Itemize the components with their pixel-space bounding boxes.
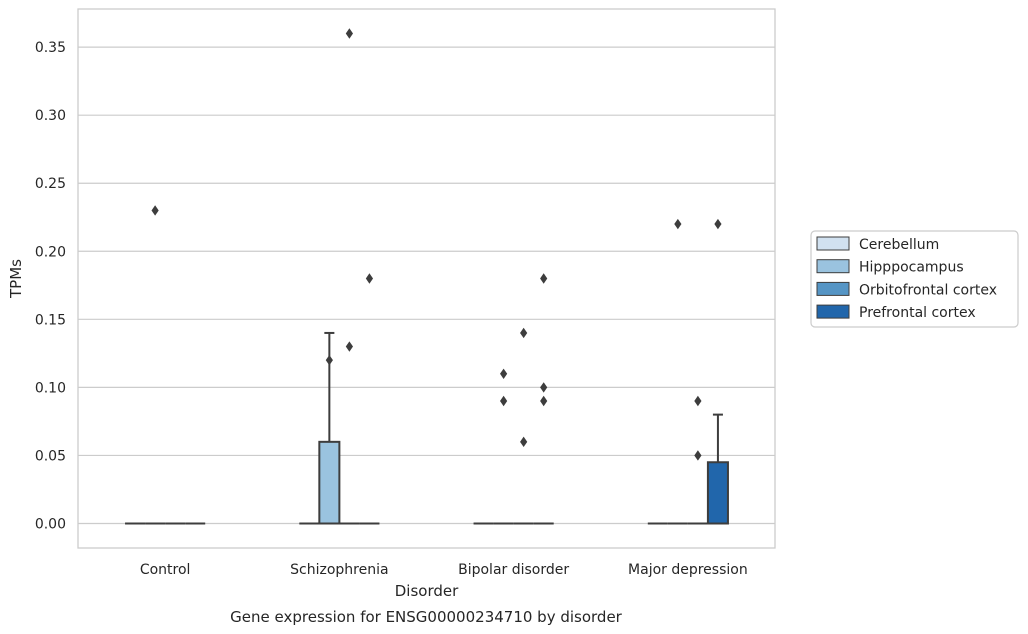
legend-label: Cerebellum xyxy=(859,237,939,253)
x-axis-label: Disorder xyxy=(395,582,459,600)
legend-label: Prefrontal cortex xyxy=(859,305,976,321)
box-iqr xyxy=(318,440,341,525)
legend-frame xyxy=(810,230,1019,328)
gridlines xyxy=(78,46,775,525)
box-plot-marks xyxy=(125,28,729,525)
outlier-point xyxy=(520,436,528,448)
outlier-point xyxy=(365,273,374,284)
box-plot-box xyxy=(706,218,729,525)
box-plot-box xyxy=(318,331,341,525)
outlier-point xyxy=(694,395,702,407)
outlier-point xyxy=(714,218,722,230)
y-tick-label: 0.35 xyxy=(35,40,66,56)
box-plot-box xyxy=(667,218,688,525)
outlier-point xyxy=(345,341,353,352)
outlier-point xyxy=(500,368,508,379)
outlier-point xyxy=(520,327,528,339)
y-tick-label: 0.05 xyxy=(35,448,66,464)
legend-swatch xyxy=(816,259,850,274)
outlier-point xyxy=(540,273,548,284)
outlier-point xyxy=(151,205,159,216)
box-plot-box xyxy=(687,395,708,525)
outlier-point xyxy=(325,354,333,366)
y-tick-label: 0.20 xyxy=(35,244,66,260)
outlier-point xyxy=(540,382,548,393)
x-tick-label: Schizophrenia xyxy=(290,562,388,578)
outlier-point xyxy=(694,450,702,461)
y-axis-label: TPMs xyxy=(7,259,25,299)
outlier-point xyxy=(500,395,508,407)
outlier-point xyxy=(674,218,682,230)
box-plot-box xyxy=(339,28,360,525)
box-plot-box xyxy=(145,205,166,525)
y-tick-label: 0.30 xyxy=(35,108,66,124)
box-plot-box xyxy=(359,273,380,525)
box-plot-box xyxy=(513,327,534,525)
y-tick-label: 0.25 xyxy=(35,176,66,192)
x-tick-label: Bipolar disorder xyxy=(458,562,569,578)
legend-label: Hipppocampus xyxy=(859,260,964,276)
y-tick-label: 0.15 xyxy=(35,312,66,328)
legend-swatch xyxy=(816,281,850,296)
box-plot-box xyxy=(493,368,514,525)
chart-caption: Gene expression for ENSG00000234710 by d… xyxy=(230,608,623,626)
outlier-point xyxy=(540,395,548,407)
x-axis-ticks: Control Schizophrenia Bipolar disorder Majo… xyxy=(140,562,748,578)
outlier-point xyxy=(345,28,353,39)
legend-label: Orbitofrontal cortex xyxy=(859,282,997,298)
legend-swatch xyxy=(816,304,850,319)
y-axis-ticks: 0.00 0.05 0.10 0.15 0.20 0.25 0.30 0.35 xyxy=(35,40,66,532)
box-iqr xyxy=(706,461,729,525)
y-tick-label: 0.10 xyxy=(35,380,66,396)
legend-swatch xyxy=(816,236,850,251)
plot-frame xyxy=(77,8,776,549)
y-tick-label: 0.00 xyxy=(35,517,66,533)
box-plot-box xyxy=(533,273,554,525)
x-tick-label: Major depression xyxy=(628,562,748,578)
legend: Cerebellum Hipppocampus Orbitofrontal cort… xyxy=(810,230,1019,328)
x-tick-label: Control xyxy=(140,562,191,578)
